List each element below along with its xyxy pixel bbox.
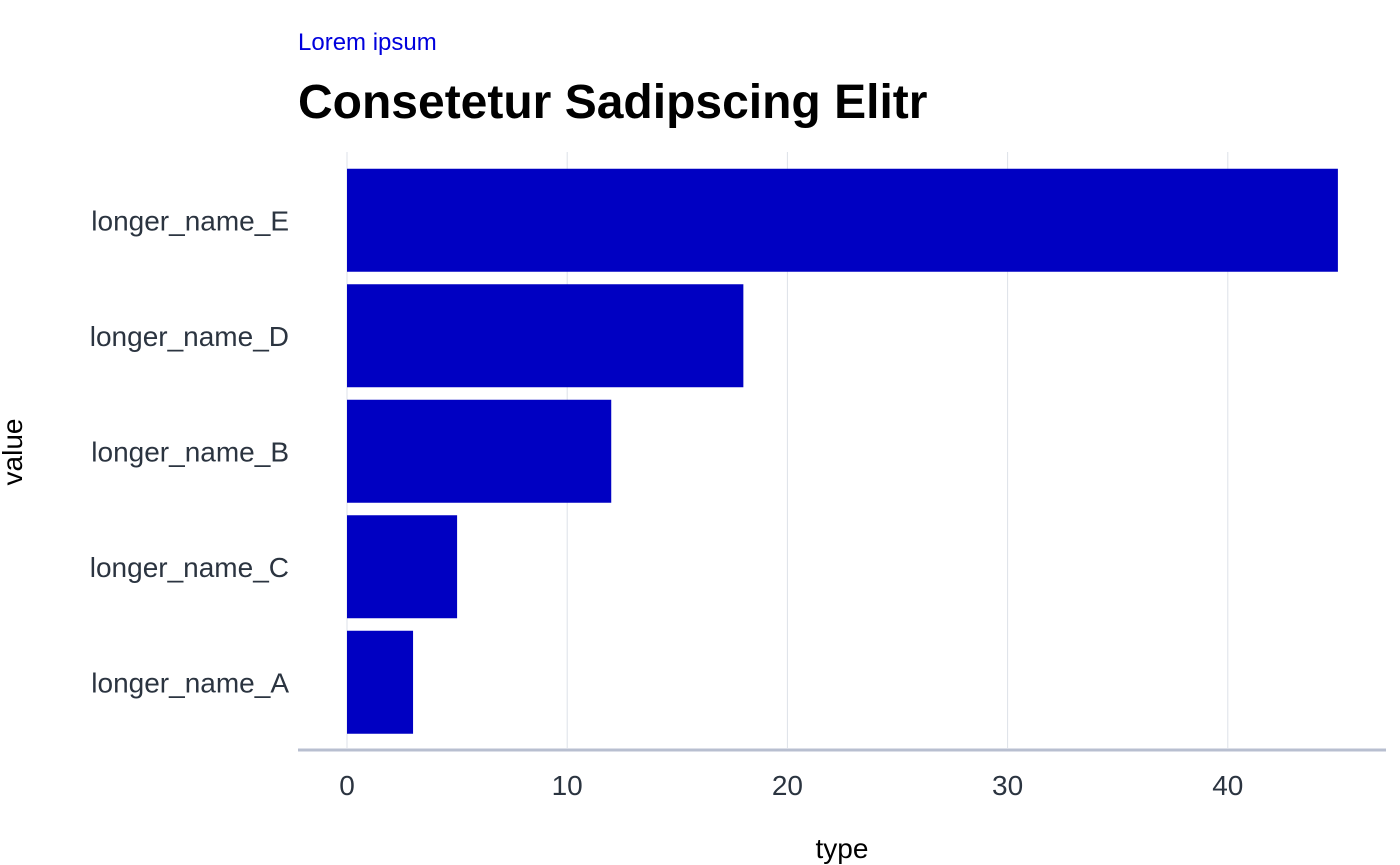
category-label: longer_name_C: [90, 552, 289, 583]
category-label: longer_name_B: [91, 436, 289, 467]
x-tick-labels: 0 10 20 30 40: [339, 770, 1243, 801]
chart-title: Consetetur Sadipscing Elitr: [298, 76, 927, 129]
x-tick-label: 0: [339, 770, 355, 801]
bar-longer-name-d: [347, 284, 744, 388]
x-tick-label: 30: [992, 770, 1023, 801]
bar-longer-name-c: [347, 515, 458, 619]
bar-longer-name-b: [347, 399, 612, 503]
x-tick-label: 10: [552, 770, 583, 801]
chart-subtitle: Lorem ipsum: [298, 29, 437, 56]
x-tick-label: 40: [1212, 770, 1243, 801]
category-label: longer_name_A: [91, 667, 289, 698]
category-label: longer_name_E: [91, 205, 289, 236]
category-label: longer_name_D: [90, 321, 289, 352]
category-labels: longer_name_E longer_name_D longer_name_Bl…: [90, 205, 290, 698]
y-axis-title: value: [0, 419, 28, 486]
x-tick-label: 20: [772, 770, 803, 801]
bars: [347, 168, 1338, 734]
bar-longer-name-a: [347, 630, 414, 734]
x-axis-title: type: [816, 833, 869, 864]
bar-longer-name-e: [347, 168, 1338, 272]
